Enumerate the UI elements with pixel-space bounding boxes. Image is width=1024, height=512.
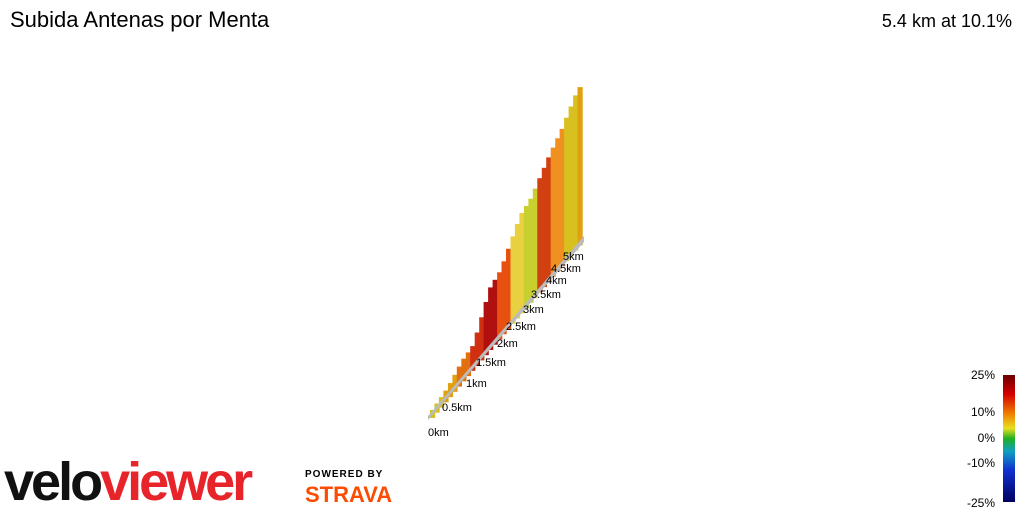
profile-base xyxy=(428,236,584,420)
partner-logo: STRAVA xyxy=(305,482,392,507)
profile-strip xyxy=(577,87,583,246)
profile-strip xyxy=(483,302,489,356)
color-scale-label: -25% xyxy=(967,496,995,510)
distance-label: 2km xyxy=(497,338,518,350)
distance-label: 3km xyxy=(523,304,544,316)
color-scale-bar xyxy=(1003,375,1015,502)
profile-strip xyxy=(465,352,471,377)
profile-strip xyxy=(519,213,525,314)
profile-strip xyxy=(546,157,552,282)
profile-strip xyxy=(506,248,512,329)
elevation-profile xyxy=(428,87,584,420)
distance-labels: 0km 0.5km 1km 1.5km 2km 2.5km 3km 3.5km 4km4.5km… xyxy=(428,251,584,439)
color-scale-label: -10% xyxy=(967,456,995,470)
profile-strip xyxy=(568,106,574,256)
distance-label: 4km xyxy=(546,275,567,287)
profile-strip xyxy=(461,358,467,382)
distance-label: 1.5km xyxy=(476,357,506,369)
summary: 5.4 km at 10.1% xyxy=(882,11,1012,31)
distance-label: 0km xyxy=(428,427,449,439)
profile-strip xyxy=(497,272,503,340)
distance-label: 5km xyxy=(563,251,584,263)
color-scale-label: 0% xyxy=(978,431,996,445)
profile-strip xyxy=(559,128,565,267)
distance-label: 1km xyxy=(466,378,487,390)
profile-strip xyxy=(492,279,498,345)
profile-strip xyxy=(555,138,561,272)
profile-strip xyxy=(479,317,485,361)
profile-strip xyxy=(537,178,543,293)
profile-strip xyxy=(550,147,556,277)
profile-strip xyxy=(514,224,521,319)
profile-strip xyxy=(452,374,458,392)
profile-strip xyxy=(564,117,570,261)
profile-strip xyxy=(541,167,547,288)
distance-label: 2.5km xyxy=(506,321,536,333)
distance-label: 4.5km xyxy=(551,263,581,275)
profile-strip xyxy=(470,346,476,371)
profile-strip xyxy=(532,188,538,298)
profile-strip xyxy=(510,236,516,324)
title: Subida Antenas por Menta xyxy=(10,7,270,32)
profile-strip xyxy=(501,261,507,335)
color-scale-label: 25% xyxy=(971,368,995,382)
powered-by: POWERED BY xyxy=(305,469,383,480)
profile-strip xyxy=(573,95,579,251)
profile-strip xyxy=(488,287,494,350)
color-scale-label: 10% xyxy=(971,405,995,419)
distance-label: 3.5km xyxy=(531,289,561,301)
color-scale-labels: 25% 10% 0% -10% -25% xyxy=(967,368,995,510)
logo: veloviewer xyxy=(4,452,253,512)
profile-strip xyxy=(523,205,530,309)
profile-strip xyxy=(474,332,480,366)
profile-strip xyxy=(528,198,534,303)
distance-label: 0.5km xyxy=(442,402,472,414)
profile-strip xyxy=(456,366,462,387)
